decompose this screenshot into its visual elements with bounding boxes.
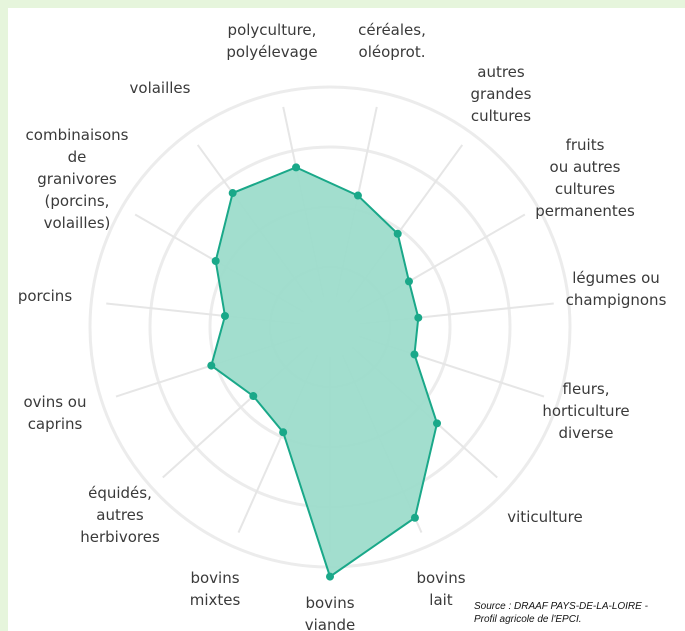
- radar-point: [220, 311, 229, 320]
- radar-point: [410, 350, 419, 359]
- axis-label: fleurs, horticulture diverse: [542, 380, 629, 442]
- radar-point: [249, 392, 258, 401]
- source-note: Source : DRAAF PAYS-DE-LA-LOIRE -Profil …: [474, 601, 649, 625]
- axis-label: bovins lait: [416, 569, 465, 609]
- axis-label: polyculture, polyélevage: [226, 21, 317, 61]
- axis-label: céréales, oléoprot.: [358, 21, 426, 61]
- axis-label: volailles: [130, 79, 191, 97]
- axis-label: ovins ou caprins: [24, 393, 87, 433]
- axis-label: combinaisons de granivores (porcins, volaill…: [26, 126, 129, 232]
- radar-point: [414, 313, 423, 322]
- axis-label: viticulture: [507, 508, 582, 526]
- radar-point: [393, 229, 402, 238]
- axis-label: équidés, autres herbivores: [80, 484, 160, 546]
- axis-label: fruits ou autres cultures permanentes: [535, 136, 635, 220]
- radar-point: [211, 257, 220, 265]
- radar-point: [353, 191, 362, 200]
- axis-label: bovins mixtes: [190, 569, 241, 609]
- axis-label: porcins: [18, 287, 72, 305]
- radar-point: [433, 419, 442, 428]
- radar-point: [292, 163, 301, 172]
- axis-label: autres grandes cultures: [471, 63, 532, 125]
- radar-point: [279, 428, 288, 437]
- radar-point: [326, 572, 334, 581]
- axis-label: bovins viande: [305, 594, 356, 631]
- axis-label: légumes ou champignons: [566, 269, 667, 309]
- radar-point: [207, 361, 216, 370]
- radar-point: [410, 513, 419, 522]
- radar-point: [228, 189, 237, 198]
- radar-area: [210, 166, 439, 579]
- radar-point: [404, 277, 413, 286]
